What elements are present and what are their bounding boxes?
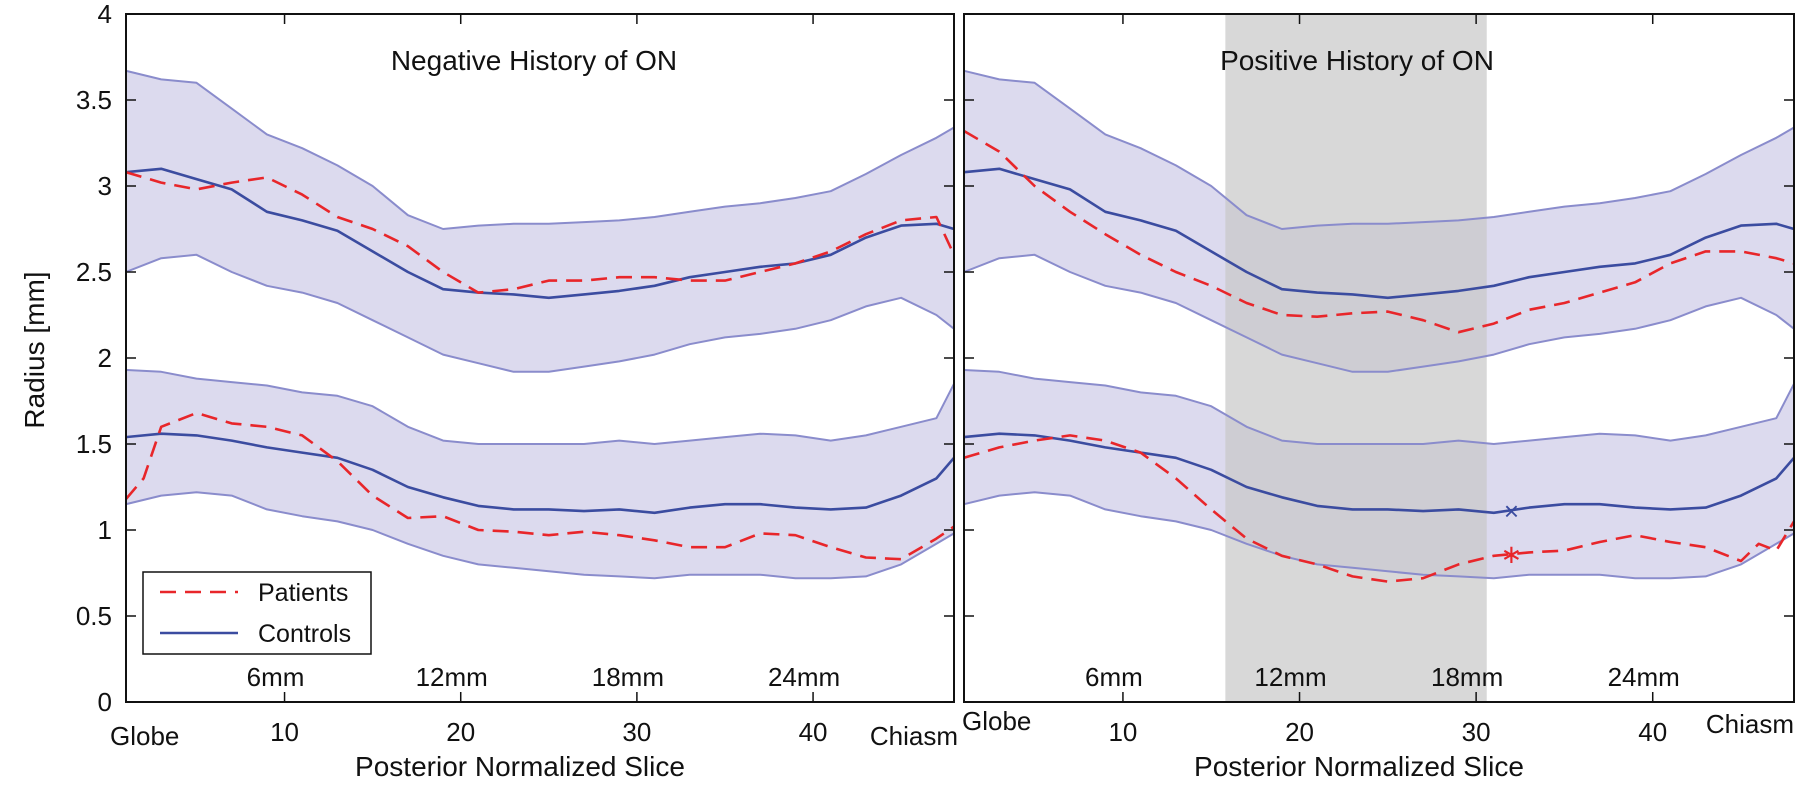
y-tick-label: 3.5	[76, 85, 112, 115]
controls-marker: ×	[1504, 496, 1519, 526]
controls-inner-lower-line	[963, 491, 1795, 580]
controls-inner-mean-line	[125, 432, 955, 515]
x-tick-label: 30	[622, 717, 651, 747]
chiasm-label: Chiasm	[870, 721, 958, 751]
plot-area: 0 0.5 1 1.5 2 2.5 3 3.5 4 10 20 30 40 6mm 12mm 18mm 24mm	[76, 0, 956, 747]
mm-annotation: 18mm	[1431, 662, 1503, 692]
controls-inner-mean-line	[963, 432, 1795, 515]
patients-outer-mean-line	[125, 170, 956, 294]
controls-inner-lower-line	[125, 491, 955, 580]
legend-box	[142, 571, 372, 655]
mm-annotation: 6mm	[247, 662, 305, 692]
x-tick-label: 40	[1638, 717, 1667, 747]
controls-outer-mean-line	[125, 167, 955, 300]
patients-inner-mean-line	[125, 411, 955, 561]
x-tick-label: 30	[1462, 717, 1491, 747]
shaded-region	[1225, 14, 1487, 702]
mm-annotation: 6mm	[1085, 662, 1143, 692]
mm-annotation: 12mm	[1254, 662, 1326, 692]
patients-inner-mean-line	[963, 434, 1796, 583]
panel-title: Negative History of ON	[391, 45, 677, 76]
controls-inner-upper-line	[963, 369, 1795, 445]
y-tick-label: 3	[98, 171, 112, 201]
controls-outer-upper-line	[963, 69, 1795, 230]
x-tick-label: 20	[1285, 717, 1314, 747]
y-tick-label: 1.5	[76, 429, 112, 459]
panel-negative-history: 0 0.5 1 1.5 2 2.5 3 3.5 4 10 20 30 40 6mm 12mm 18mm 24mm…	[76, 0, 958, 782]
x-tick-label: 40	[799, 717, 828, 747]
mm-annotation: 24mm	[768, 662, 840, 692]
y-tick-label: 4	[98, 0, 112, 29]
controls-outer-upper-line	[125, 69, 955, 230]
x-tick-label: 10	[270, 717, 299, 747]
y-tick-label: 0.5	[76, 601, 112, 631]
y-tick-label: 0	[98, 687, 112, 717]
x-axis-label: Posterior Normalized Slice	[1194, 751, 1524, 782]
patients-marker: ∗	[1501, 539, 1523, 569]
plot-area: × ∗ 10 20 30 40 6mm 12mm 18mm 24mm	[963, 13, 1796, 747]
mm-annotation: 24mm	[1608, 662, 1680, 692]
controls-outer-lower-line	[125, 253, 955, 373]
globe-label: Globe	[110, 721, 179, 751]
panel-title: Positive History of ON	[1220, 45, 1494, 76]
controls-outer-mean-line	[963, 167, 1795, 300]
x-tick-label: 10	[1108, 717, 1137, 747]
controls-inner-upper-line	[125, 369, 955, 445]
x-axis-label: Posterior Normalized Slice	[355, 751, 685, 782]
mm-annotation: 12mm	[416, 662, 488, 692]
patients-outer-mean-line	[963, 129, 1795, 334]
globe-label: Globe	[962, 706, 1031, 736]
chiasm-label: Chiasm	[1706, 709, 1794, 739]
panel-positive-history: × ∗ 10 20 30 40 6mm 12mm 18mm 24mm Positive Histo…	[962, 13, 1796, 782]
y-tick-label: 1	[98, 515, 112, 545]
y-axis-label: Radius [mm]	[19, 271, 50, 428]
y-tick-label: 2.5	[76, 257, 112, 287]
controls-band-outer	[126, 70, 954, 372]
x-tick-label: 20	[446, 717, 475, 747]
legend: Patients Controls	[142, 571, 372, 655]
y-tick-label: 2	[98, 343, 112, 373]
legend-label-controls: Controls	[258, 620, 351, 648]
controls-band-inner	[126, 370, 954, 579]
legend-label-patients: Patients	[258, 579, 348, 607]
mm-annotation: 18mm	[592, 662, 664, 692]
controls-outer-lower-line	[963, 253, 1795, 373]
